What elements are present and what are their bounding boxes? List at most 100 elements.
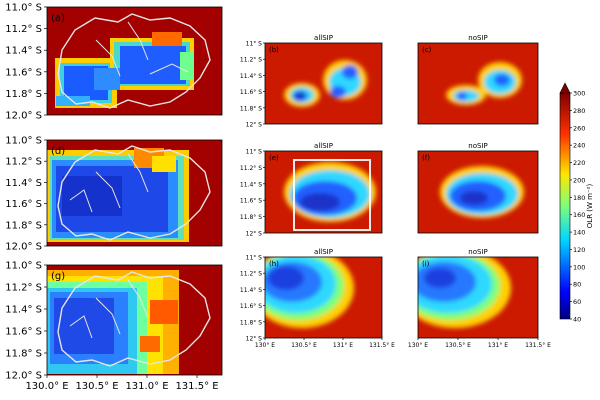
y-tick-label: 11.0° S <box>5 261 42 272</box>
y-tick-label: 11.8° S <box>240 105 262 112</box>
x-tick-label: 131.0° E <box>125 381 168 392</box>
coastline-d <box>57 145 211 241</box>
colorbar-tick-label: 240 <box>573 142 585 150</box>
colorbar-tick-label: 100 <box>573 263 585 271</box>
y-tick-label: 11.2° S <box>5 283 42 294</box>
y-tick-label: 11.8° S <box>5 220 42 231</box>
panel-f-field <box>418 151 538 233</box>
panel-title: allSIP <box>314 248 333 256</box>
panel-b-field <box>265 43 382 124</box>
y-tick-label: 11.4° S <box>240 287 262 294</box>
y-tick-label: 11.2° S <box>240 57 262 64</box>
panel-g-field <box>47 265 222 375</box>
x-tick-label: 131.5° E <box>525 342 551 349</box>
y-tick-label: 12.0° S <box>5 111 42 122</box>
highlight-box <box>293 159 371 231</box>
panel-title: noSIP <box>468 34 487 42</box>
x-tick-label: 130.5° E <box>75 381 118 392</box>
y-tick-label: 11.6° S <box>5 67 42 78</box>
y-tick-label: 11° S <box>246 255 263 262</box>
x-tick-label: 131° E <box>333 342 353 349</box>
colorbar-tick-label: 180 <box>573 194 585 202</box>
y-tick-label: 11.2° S <box>5 24 42 35</box>
y-tick-label: 11.8° S <box>240 214 262 221</box>
coastline-a <box>57 13 211 109</box>
panel-letter: (g) <box>51 271 65 282</box>
x-tick-label: 130.0° E <box>25 381 68 392</box>
y-tick-label: 12.0° S <box>5 371 42 382</box>
panel-e <box>264 150 383 234</box>
colorbar: 406080100120140160180200220240260280300 … <box>559 82 594 324</box>
y-tick-label: 11.8° S <box>5 349 42 360</box>
x-tick-label: 130.5° E <box>445 342 471 349</box>
panel-title: noSIP <box>468 248 487 256</box>
colorbar-tick-label: 140 <box>573 229 585 237</box>
panel-letter: (f) <box>422 154 430 162</box>
panel-h-field <box>265 257 382 338</box>
panel-d-field <box>47 140 222 246</box>
panel-i-field <box>418 257 538 338</box>
colorbar-tick-label: 280 <box>573 107 585 115</box>
y-tick-label: 11.4° S <box>5 178 42 189</box>
panel-c-field <box>418 43 538 124</box>
panel-letter: (b) <box>269 46 279 54</box>
y-tick-label: 11.4° S <box>5 46 42 57</box>
y-tick-label: 11.6° S <box>240 303 262 310</box>
panel-b <box>264 42 383 125</box>
panel-title: allSIP <box>314 34 333 42</box>
colorbar-tick-label: 260 <box>573 124 585 132</box>
y-tick-label: 11.2° S <box>5 157 42 168</box>
x-tick-label: 130° E <box>408 342 428 349</box>
y-tick-label: 11° S <box>246 41 263 48</box>
colorbar-tick-label: 120 <box>573 246 585 254</box>
y-tick-label: 11.4° S <box>5 305 42 316</box>
colorbar-label: OLR (W m⁻²) <box>586 184 594 229</box>
colorbar-tick-label: 220 <box>573 159 585 167</box>
x-tick-label: 131.5° E <box>175 381 218 392</box>
colorbar-tick-label: 40 <box>573 316 581 324</box>
panel-letter: (a) <box>51 13 65 24</box>
panel-c <box>417 42 539 125</box>
y-tick-label: 11.6° S <box>5 327 42 338</box>
x-tick-label: 131.5° E <box>369 342 395 349</box>
y-tick-label: 11.8° S <box>5 89 42 100</box>
panel-d <box>46 139 223 247</box>
y-tick-label: 12° S <box>246 336 263 343</box>
y-tick-label: 11.4° S <box>240 73 262 80</box>
coastline-g <box>57 271 211 367</box>
y-tick-label: 11.0° S <box>5 136 42 147</box>
x-tick-label: 130° E <box>255 342 275 349</box>
x-tick-label: 131° E <box>488 342 508 349</box>
panel-a-field <box>47 7 222 115</box>
y-tick-label: 11.8° S <box>240 319 262 326</box>
panel-h <box>264 256 383 339</box>
colorbar-tick-label: 200 <box>573 176 585 184</box>
panel-e-field <box>265 151 382 233</box>
y-tick-label: 11.0° S <box>5 3 42 14</box>
y-tick-label: 11.6° S <box>240 198 262 205</box>
panel-f <box>417 150 539 234</box>
y-tick-label: 12.0° S <box>5 242 42 253</box>
panel-title: noSIP <box>468 142 487 150</box>
panel-letter: (d) <box>51 146 65 157</box>
colorbar-extend-max <box>559 82 571 94</box>
panel-title: allSIP <box>314 142 333 150</box>
panel-i <box>417 256 539 339</box>
y-tick-label: 11.4° S <box>240 181 262 188</box>
panel-g <box>46 264 223 376</box>
y-tick-label: 11.2° S <box>240 271 262 278</box>
panel-letter: (i) <box>422 260 430 268</box>
panel-letter: (h) <box>269 260 279 268</box>
panel-letter: (c) <box>422 46 432 54</box>
x-tick-label: 130.5° E <box>291 342 317 349</box>
y-tick-label: 11° S <box>246 149 263 156</box>
panel-letter: (e) <box>269 154 279 162</box>
y-tick-label: 11.2° S <box>240 165 262 172</box>
y-tick-label: 11.6° S <box>5 199 42 210</box>
y-tick-label: 12° S <box>246 122 263 129</box>
colorbar-tick-label: 80 <box>573 281 581 289</box>
panel-a <box>46 6 223 116</box>
y-tick-label: 11.6° S <box>240 89 262 96</box>
colorbar-tick-label: 300 <box>573 90 585 98</box>
